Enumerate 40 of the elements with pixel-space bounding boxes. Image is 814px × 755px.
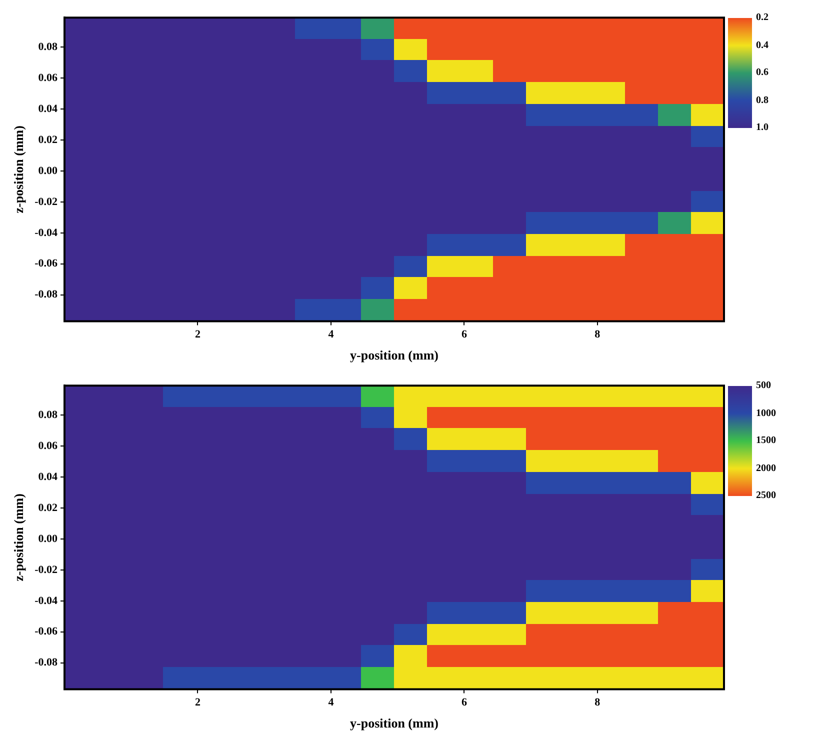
color-bar-label: 1000 [756,408,776,420]
y-tick-label: 0.02 [38,502,58,514]
x-tick-label: 2 [194,696,201,709]
y-tick-label: 0.04 [38,470,58,483]
x-tick-label: 4 [328,328,334,341]
color-bar-label: 0.6 [756,67,768,79]
color-bar-label: 0.2 [756,12,768,24]
y-tick-label: -0.04 [34,226,58,239]
y-axis-title: z-position (mm) [11,126,26,214]
y-tick-label: -0.04 [34,594,58,607]
y-axis-title: z-position (mm) [11,494,26,582]
color-bar-label: 2000 [756,462,776,474]
x-tick-label: 8 [594,328,601,341]
x-tick-label: 6 [461,696,468,709]
color-bar-label: 500 [756,380,771,392]
x-tick-label: 2 [194,328,201,341]
x-axis-title: y-position (mm) [350,716,438,731]
x-tick-label: 8 [594,696,601,709]
y-tick-label: -0.08 [34,288,58,301]
color-bar-label: 1.0 [756,122,768,134]
color-bar-label: 1500 [756,435,776,447]
color-bar-label: 0.8 [756,94,768,106]
color-bar-label: 2500 [756,490,776,502]
x-axis-title: y-position (mm) [350,348,438,363]
y-tick-label: -0.02 [34,196,58,208]
x-tick-label: 6 [461,328,468,341]
y-tick-label: -0.02 [34,564,58,576]
y-tick-label: 0.04 [38,102,58,115]
y-tick-label: 0.06 [38,440,58,452]
y-tick-label: 0.00 [38,532,58,545]
y-tick-label: -0.06 [34,258,58,270]
y-tick-label: -0.06 [34,626,58,638]
x-tick-label: 4 [328,696,334,709]
y-tick-label: 0.08 [38,40,58,53]
y-tick-label: 0.00 [38,164,58,177]
y-tick-label: 0.02 [38,134,58,146]
y-tick-label: 0.08 [38,408,58,421]
y-tick-label: 0.06 [38,72,58,84]
color-bar-label: 0.4 [756,40,768,52]
y-tick-label: -0.08 [34,656,58,669]
